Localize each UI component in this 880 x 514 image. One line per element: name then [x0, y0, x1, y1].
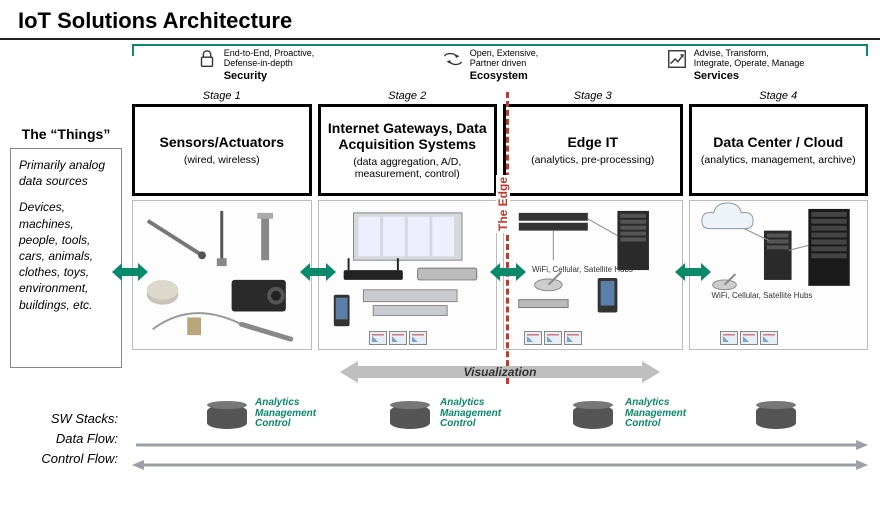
control-flow-label: Control Flow: [10, 451, 126, 466]
top-line2: Defense-in-depth [224, 58, 315, 68]
visualization-bar: Visualization [340, 360, 660, 384]
stage-sub: (analytics, management, archive) [696, 154, 862, 166]
top-item-services: Advise, Transform, Integrate, Operate, M… [666, 48, 805, 82]
cloud-illustration: WiFi, Cellular, Satellite Hubs [689, 200, 869, 350]
sw-stacks-label: SW Stacks: [10, 411, 126, 426]
amc-label-1: AnalyticsManagementControl [255, 398, 316, 430]
top-line1: Advise, Transform, [694, 48, 805, 58]
top-line2: Integrate, Operate, Manage [694, 58, 805, 68]
stage-label: Stage 2 [388, 90, 426, 102]
stage-sub: (analytics, pre-processing) [510, 154, 676, 166]
hub-label: WiFi, Cellular, Satellite Hubs [712, 291, 813, 300]
mini-dashboards-icon [720, 331, 778, 345]
edge-line [506, 92, 509, 384]
things-title: The “Things” [10, 126, 122, 142]
top-main: Security [224, 70, 315, 83]
growth-icon [666, 48, 688, 70]
stage-title: Data Center / Cloud [696, 134, 862, 150]
top-bracket: End-to-End, Proactive, Defense-in-depth … [132, 44, 868, 92]
data-flow-arrow [132, 438, 868, 452]
stage-sub: (data aggregation, A/D, measurement, con… [325, 156, 491, 180]
stage-title: Sensors/Actuators [139, 134, 305, 150]
stage-box: Data Center / Cloud (analytics, manageme… [689, 104, 869, 196]
edge-label: The Edge [496, 175, 510, 233]
lock-icon [196, 48, 218, 70]
things-p1: Primarily analog data sources [19, 157, 113, 189]
handshake-icon [442, 48, 464, 70]
stage-sub: (wired, wireless) [139, 154, 305, 166]
top-main: Ecosystem [470, 70, 539, 83]
stage-label: Stage 1 [203, 90, 241, 102]
stage-3: Stage 3 Edge IT (analytics, pre-processi… [503, 90, 683, 350]
arrow-stage2-stage3 [490, 260, 526, 284]
mini-dashboards-icon [369, 331, 427, 345]
data-flow-label: Data Flow: [10, 431, 126, 446]
stage-title: Internet Gateways, Data Acquisition Syst… [325, 120, 491, 152]
amc-label-3: AnalyticsManagementControl [625, 398, 686, 430]
sensors-illustration [132, 200, 312, 350]
stage-1: Stage 1 Sensors/Actuators (wired, wirele… [132, 90, 312, 350]
arrow-stage3-stage4 [675, 260, 711, 284]
top-line1: End-to-End, Proactive, [224, 48, 315, 58]
things-panel: The “Things” Primarily analog data sourc… [10, 126, 122, 368]
top-line1: Open, Extensive, [470, 48, 539, 58]
stage-label: Stage 4 [759, 90, 797, 102]
mini-dashboards-icon [524, 331, 582, 345]
stage-box: Internet Gateways, Data Acquisition Syst… [318, 104, 498, 196]
things-box: Primarily analog data sources Devices, m… [10, 148, 122, 368]
stage-box: Edge IT (analytics, pre-processing) [503, 104, 683, 196]
stage-4: Stage 4 Data Center / Cloud (analytics, … [689, 90, 869, 350]
top-item-security: End-to-End, Proactive, Defense-in-depth … [196, 48, 315, 82]
top-item-ecosystem: Open, Extensive, Partner driven Ecosyste… [442, 48, 539, 82]
stage-title: Edge IT [510, 134, 676, 150]
top-main: Services [694, 70, 805, 83]
stage-box: Sensors/Actuators (wired, wireless) [132, 104, 312, 196]
top-line2: Partner driven [470, 58, 539, 68]
arrow-stage1-stage2 [300, 260, 336, 284]
arrow-things-stage1 [112, 260, 148, 284]
control-flow-arrow [132, 458, 868, 472]
amc-label-2: AnalyticsManagementControl [440, 398, 501, 430]
page-title: IoT Solutions Architecture [0, 0, 880, 40]
visualization-text: Visualization [464, 365, 537, 379]
things-p2: Devices, machines, people, tools, cars, … [19, 199, 113, 312]
stage-2: Stage 2 Internet Gateways, Data Acquisit… [318, 90, 498, 350]
edge-it-illustration: WiFi, Cellular, Satellite Hubs [503, 200, 683, 350]
gateways-illustration [318, 200, 498, 350]
stage-label: Stage 3 [574, 90, 612, 102]
hub-label: WiFi, Cellular, Satellite Hubs [532, 265, 633, 274]
